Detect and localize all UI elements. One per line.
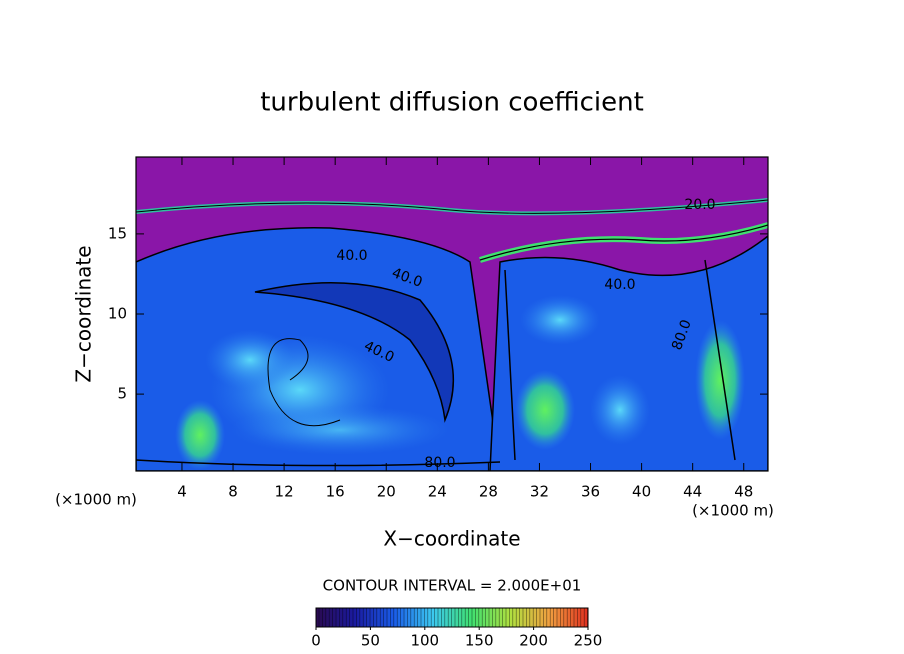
x-tick-label: 8 [228, 483, 238, 501]
contour-label: 40.0 [336, 248, 367, 264]
contour-interval: CONTOUR INTERVAL = 2.000E+01 [323, 577, 582, 595]
colorbar [315, 607, 589, 628]
x-tick-label: 24 [428, 483, 447, 501]
x-unit-label: (×1000 m) [692, 502, 774, 520]
contour-label: 40.0 [604, 277, 635, 293]
y-tick-label: 10 [108, 305, 127, 323]
x-tick-label: 32 [530, 483, 549, 501]
x-axis-label: X−coordinate [383, 527, 520, 551]
contour-label: 80.0 [424, 455, 455, 471]
colorbar-tick-label: 200 [519, 632, 548, 650]
x-tick-label: 44 [683, 483, 702, 501]
contour-label: 20.0 [684, 197, 715, 213]
x-tick-label: 12 [275, 483, 294, 501]
x-tick-label: 16 [326, 483, 345, 501]
chart-title: turbulent diffusion coefficient [260, 88, 644, 118]
y-tick-label: 5 [117, 385, 127, 403]
colorbar-tick-label: 150 [465, 632, 494, 650]
x-tick-label: 40 [632, 483, 651, 501]
colorbar-tick-label: 100 [410, 632, 439, 650]
x-tick-label: 36 [581, 483, 600, 501]
colorbar-tick-label: 250 [574, 632, 603, 650]
x-tick-label: 28 [479, 483, 498, 501]
y-unit-label: (×1000 m) [55, 491, 137, 509]
x-tick-label: 48 [734, 483, 753, 501]
y-tick-label: 15 [108, 224, 127, 242]
x-tick-label: 4 [177, 483, 187, 501]
colorbar-tick-label: 0 [311, 632, 321, 650]
field [136, 157, 768, 471]
x-tick-label: 20 [377, 483, 396, 501]
colorbar-tick-label: 50 [361, 632, 380, 650]
y-axis-label: Z−coordinate [72, 245, 96, 382]
